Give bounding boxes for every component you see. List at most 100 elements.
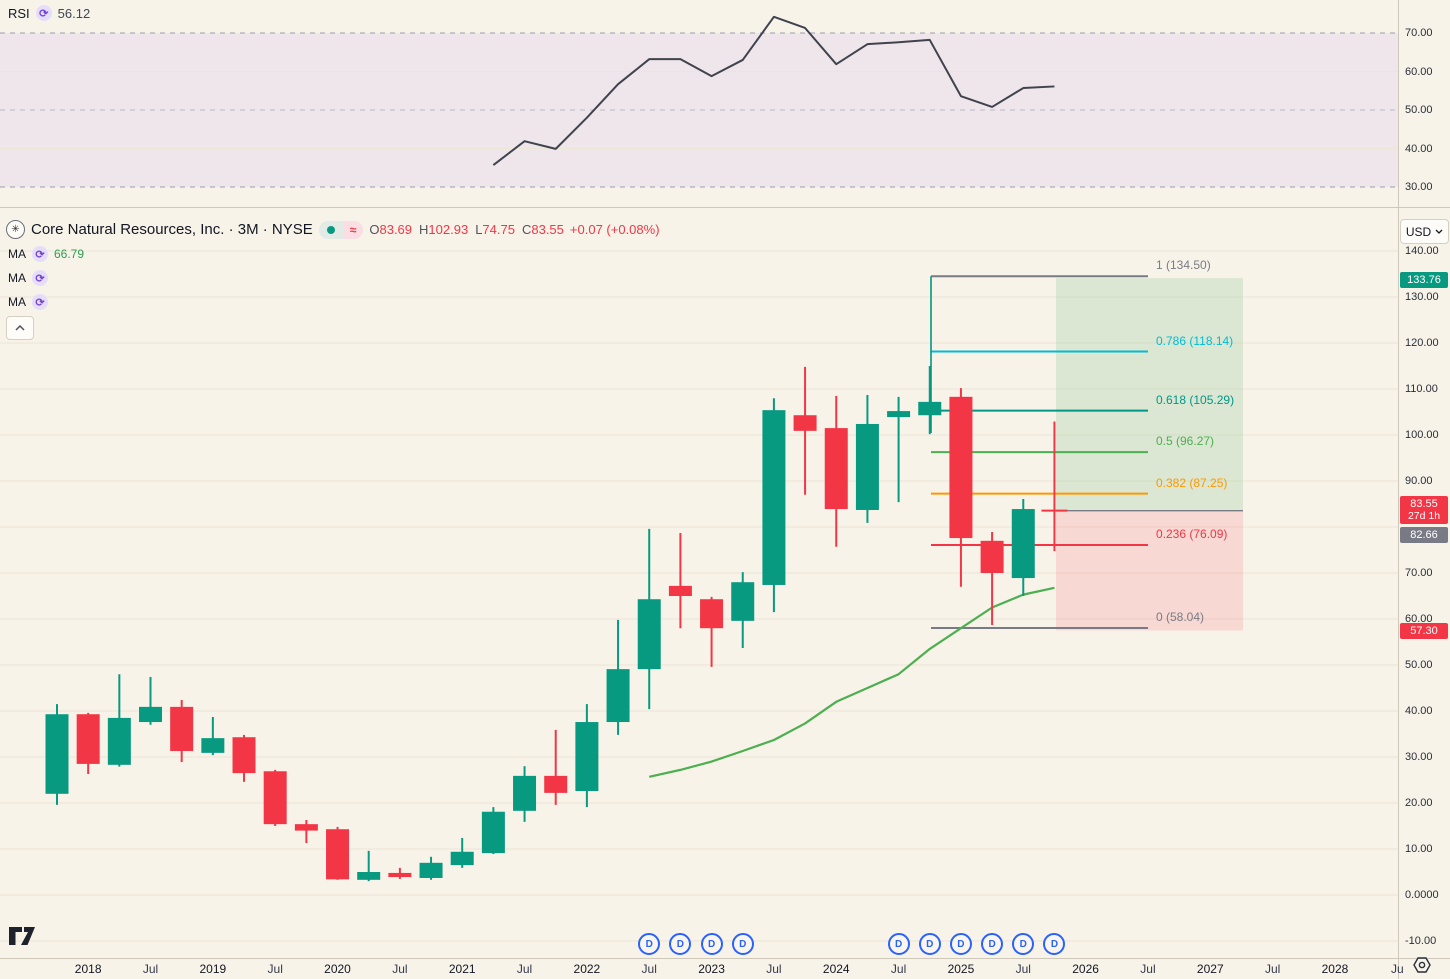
tradingview-logo[interactable] [8,926,36,946]
time-axis-label: 2023 [698,962,725,976]
rsi-axis-tick: 60.00 [1405,65,1433,78]
time-axis-label: 2020 [324,962,351,976]
price-axis-tick: 0.0000 [1405,889,1439,901]
fib-level-label: 0.236 (76.09) [1156,526,1228,541]
ma-loading-icon: ⟳ [32,294,48,310]
ma-legend-row[interactable]: MA ⟳ [8,294,48,310]
rsi-value: 56.12 [57,5,91,21]
ma-value: 66.79 [54,247,85,261]
time-axis-label: Jul [1264,962,1281,976]
fib-level-label: 0 (58.04) [1156,610,1205,625]
ma-legend-row[interactable]: MA ⟳ 66.79 [8,246,84,262]
symbol-title[interactable]: Core Natural Resources, Inc. · 3M · NYSE [31,221,313,238]
timezone-settings-icon[interactable] [1413,956,1431,974]
ma-label: MA [8,271,26,285]
delayed-data-icon: ≈ [342,220,364,239]
price-badge: 133.76 [1400,271,1448,288]
fib-level-label: 0.382 (87.25) [1156,475,1228,490]
ma-legend-row[interactable]: MA ⟳ [8,270,48,286]
rsi-axis-tick: 50.00 [1405,104,1433,116]
time-axis-label: 2027 [1196,962,1224,976]
rsi-plot [492,15,1055,166]
time-axis-label: Jul [1015,962,1031,976]
time-axis-label: 2025 [947,962,975,976]
ohlc-item: O83.69 [369,222,413,237]
price-axis-tick: 10.00 [1405,843,1433,855]
dividend-marker[interactable]: D [700,933,723,955]
collapse-pane-button[interactable] [6,316,34,340]
fib-retracement [930,275,1243,631]
currency-label: USD [1405,224,1432,239]
chevron-down-icon [1435,229,1443,234]
price-badge: 83.55 27d 1h [1400,496,1448,525]
rsi-axis-tick: 40.00 [1405,142,1433,155]
time-axis-label: 2021 [448,962,476,976]
time-axis-label: 2019 [199,962,227,976]
market-status-pill[interactable]: ≈ [318,220,364,239]
price-axis-tick: -10.00 [1405,935,1437,947]
ohlc-item: H102.93 [419,222,469,237]
time-axis-label: 2018 [74,962,102,976]
dividend-marker[interactable]: D [731,933,754,955]
chevron-up-icon [15,325,25,331]
currency-selector[interactable]: USD [1400,219,1449,244]
dividend-marker[interactable]: D [638,933,661,955]
ma-loading-icon: ⟳ [32,246,48,262]
price-axis-tick: 70.00 [1405,567,1433,579]
price-axis-tick: 50.00 [1405,659,1433,671]
ma-line [648,586,1055,778]
main-grid [0,250,1398,942]
dividend-marker[interactable]: D [887,933,910,955]
time-axis-label: Jul [641,962,657,976]
time-axis-label: Jul [516,962,533,976]
ohlc-item: C83.55 [521,222,564,237]
ohlc-item: L74.75 [475,222,515,237]
symbol-legend[interactable]: ✳ Core Natural Resources, Inc. · 3M · NY… [6,220,660,239]
symbol-logo-icon: ✳ [6,220,25,239]
dividend-marker[interactable]: D [669,933,692,955]
fib-level-label: 0.5 (96.27) [1156,434,1215,449]
market-open-dot-icon [318,220,343,239]
rsi-legend[interactable]: RSI ⟳ 56.12 [8,5,90,21]
time-axis-label: Jul [1140,962,1156,976]
price-axis-tick: 120.00 [1405,337,1439,349]
price-axis-tick: 130.00 [1405,291,1439,303]
price-axis-tick: 110.00 [1405,383,1438,395]
change-value: +0.07 (+0.08%) [569,222,660,237]
candlestick-series [45,366,1068,882]
rsi-label: RSI [8,5,30,21]
rsi-grid [0,32,1398,188]
time-axis-label: Jul [392,962,408,976]
dividend-marker[interactable]: D [1043,933,1066,955]
ma-label: MA [8,247,26,261]
price-axis-tick: 20.00 [1405,797,1433,809]
time-axis-label: Jul [766,962,782,976]
rsi-loading-icon: ⟳ [35,5,52,21]
time-axis-label: 2026 [1072,962,1099,976]
dividend-marker[interactable]: D [1012,933,1035,955]
ma-loading-icon: ⟳ [32,270,48,286]
price-axis-tick: 90.00 [1405,475,1433,487]
time-axis-label: Jul [142,962,159,976]
ma-label: MA [8,295,26,309]
price-axis-tick: 140.00 [1405,245,1439,257]
time-axis-label: Jul [890,962,907,976]
fib-level-label: 0.786 (118.14) [1156,333,1234,348]
dividend-marker[interactable]: D [981,933,1004,955]
rsi-axis-tick: 30.00 [1405,181,1433,193]
price-badge: 82.66 [1400,527,1448,544]
dividend-marker[interactable]: D [949,933,972,955]
fib-level-label: 1 (134.50) [1156,258,1211,273]
dividend-marker[interactable]: D [918,933,941,955]
time-axis-label: 2024 [822,962,850,976]
price-axis-tick: 100.00 [1405,429,1439,441]
price-badge: 57.30 [1400,623,1448,640]
ohlc-values: O83.69 H102.93 L74.75 C83.55 [369,222,564,237]
time-axis-label: Jul [267,962,283,976]
time-axis-label: Ju [1390,962,1404,976]
fib-level-label: 0.618 (105.29) [1156,392,1235,407]
time-axis-label: 2028 [1321,962,1349,976]
